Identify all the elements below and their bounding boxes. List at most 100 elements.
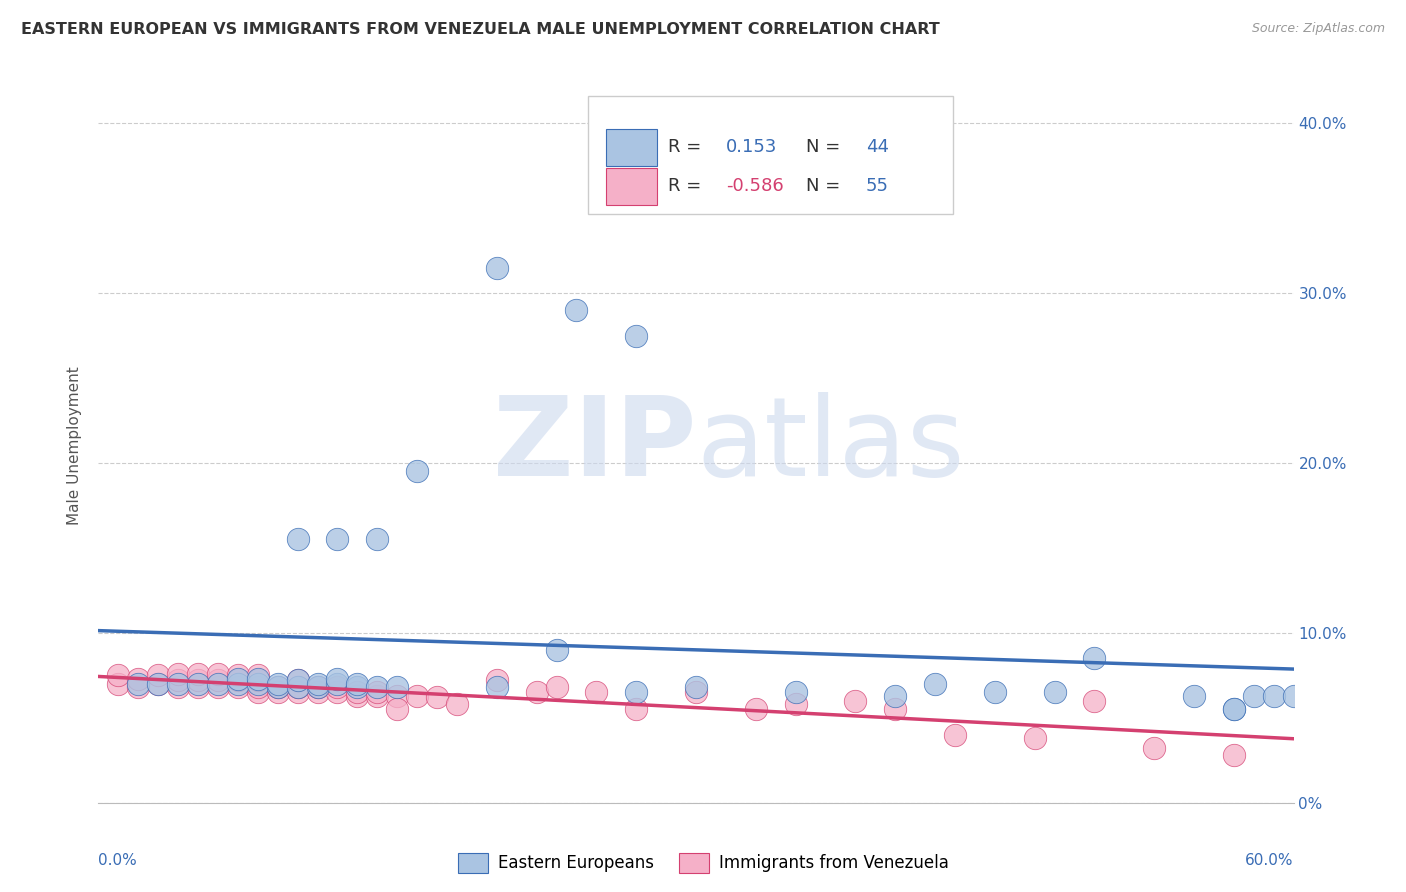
Point: [187, 673, 209, 688]
Point: [226, 672, 249, 686]
Point: [187, 666, 209, 681]
Point: [1222, 702, 1246, 716]
Point: [148, 677, 170, 691]
Point: [366, 680, 388, 694]
Point: [148, 677, 170, 691]
Text: atlas: atlas: [696, 392, 965, 500]
Point: [226, 677, 249, 691]
Point: [226, 673, 249, 688]
Point: [326, 672, 349, 686]
Point: [167, 666, 190, 681]
Text: 60.0%: 60.0%: [1246, 853, 1294, 868]
Point: [207, 677, 229, 691]
Point: [546, 680, 568, 694]
Point: [385, 680, 409, 694]
Text: -0.586: -0.586: [725, 178, 783, 195]
Point: [326, 677, 349, 691]
Point: [785, 685, 807, 699]
Text: N =: N =: [806, 138, 846, 156]
Point: [385, 689, 409, 703]
Point: [1222, 702, 1246, 716]
Text: R =: R =: [668, 178, 707, 195]
Point: [685, 680, 707, 694]
Point: [307, 677, 329, 691]
Point: [785, 698, 807, 712]
Point: [485, 680, 508, 694]
Point: [446, 698, 468, 712]
Point: [267, 677, 290, 691]
Point: [346, 680, 368, 694]
Point: [207, 673, 229, 688]
Point: [844, 694, 866, 708]
Point: [167, 673, 190, 688]
Point: [246, 685, 269, 699]
Point: [943, 728, 966, 742]
Point: [585, 685, 607, 699]
Point: [745, 702, 768, 716]
Point: [1282, 689, 1305, 703]
Text: EASTERN EUROPEAN VS IMMIGRANTS FROM VENEZUELA MALE UNEMPLOYMENT CORRELATION CHAR: EASTERN EUROPEAN VS IMMIGRANTS FROM VENE…: [21, 22, 939, 37]
Point: [1083, 694, 1105, 708]
Text: Source: ZipAtlas.com: Source: ZipAtlas.com: [1251, 22, 1385, 36]
Point: [326, 680, 349, 694]
Point: [406, 465, 429, 479]
Point: [187, 677, 209, 691]
Point: [207, 680, 229, 694]
Point: [267, 685, 290, 699]
Point: [924, 677, 946, 691]
Point: [346, 685, 368, 699]
Point: [485, 260, 508, 275]
Point: [546, 643, 568, 657]
Point: [307, 680, 329, 694]
Point: [884, 689, 907, 703]
Point: [148, 668, 170, 682]
Point: [127, 680, 149, 694]
Point: [1043, 685, 1066, 699]
Point: [307, 685, 329, 699]
Point: [366, 689, 388, 703]
Point: [565, 303, 588, 318]
Point: [366, 685, 388, 699]
FancyBboxPatch shape: [588, 96, 953, 214]
Point: [346, 689, 368, 703]
Point: [366, 533, 388, 547]
Text: 55: 55: [866, 178, 889, 195]
Point: [626, 702, 648, 716]
Point: [127, 677, 149, 691]
FancyBboxPatch shape: [606, 129, 657, 166]
Text: N =: N =: [806, 178, 846, 195]
Point: [1263, 689, 1285, 703]
Point: [326, 533, 349, 547]
Point: [246, 680, 269, 694]
Text: 0.153: 0.153: [725, 138, 778, 156]
Point: [207, 666, 229, 681]
Point: [226, 668, 249, 682]
Point: [526, 685, 548, 699]
Point: [884, 702, 907, 716]
Point: [1024, 731, 1046, 746]
Point: [287, 673, 309, 688]
Point: [1222, 748, 1246, 763]
Point: [267, 680, 290, 694]
Point: [406, 689, 429, 703]
Point: [485, 673, 508, 688]
Point: [246, 672, 269, 686]
Point: [287, 680, 309, 694]
Point: [107, 677, 129, 691]
Point: [287, 680, 309, 694]
Point: [127, 672, 149, 686]
Point: [226, 680, 249, 694]
Point: [1143, 741, 1166, 756]
Point: [1083, 651, 1105, 665]
Point: [287, 533, 309, 547]
Point: [287, 673, 309, 688]
Y-axis label: Male Unemployment: Male Unemployment: [67, 367, 83, 525]
Point: [167, 677, 190, 691]
Legend: Eastern Europeans, Immigrants from Venezuela: Eastern Europeans, Immigrants from Venez…: [451, 847, 955, 880]
Point: [107, 668, 129, 682]
Point: [1243, 689, 1265, 703]
Point: [287, 685, 309, 699]
Point: [1182, 689, 1205, 703]
Text: R =: R =: [668, 138, 707, 156]
Point: [626, 328, 648, 343]
